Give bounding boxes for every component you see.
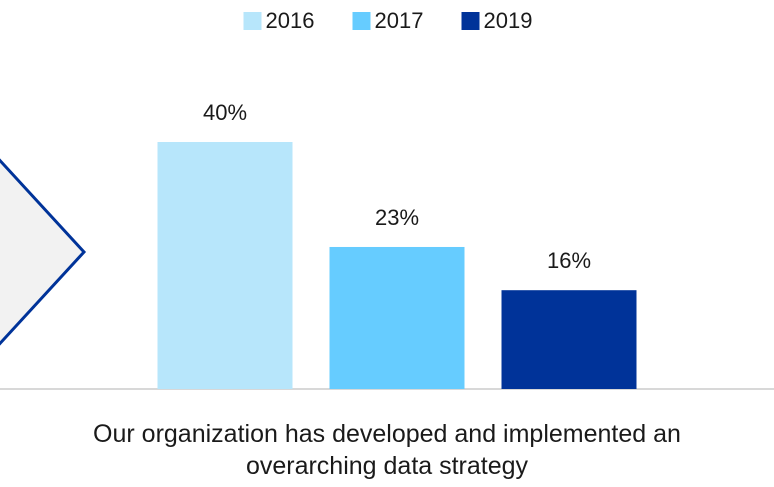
value-label: 40% [203,100,247,125]
legend-text: 2017 [375,8,424,33]
chevron [0,158,87,346]
value-label: 16% [547,248,591,273]
legend-text: 2019 [484,8,533,33]
bar [501,290,637,389]
legend-text: 2016 [266,8,315,33]
legend-swatch [243,12,262,30]
value-label: 23% [375,205,419,230]
bar [157,142,293,389]
legend-swatch [461,12,480,30]
legend-swatch [352,12,371,30]
bar [329,246,465,389]
category-label: Our organization has developed and imple… [93,420,681,480]
